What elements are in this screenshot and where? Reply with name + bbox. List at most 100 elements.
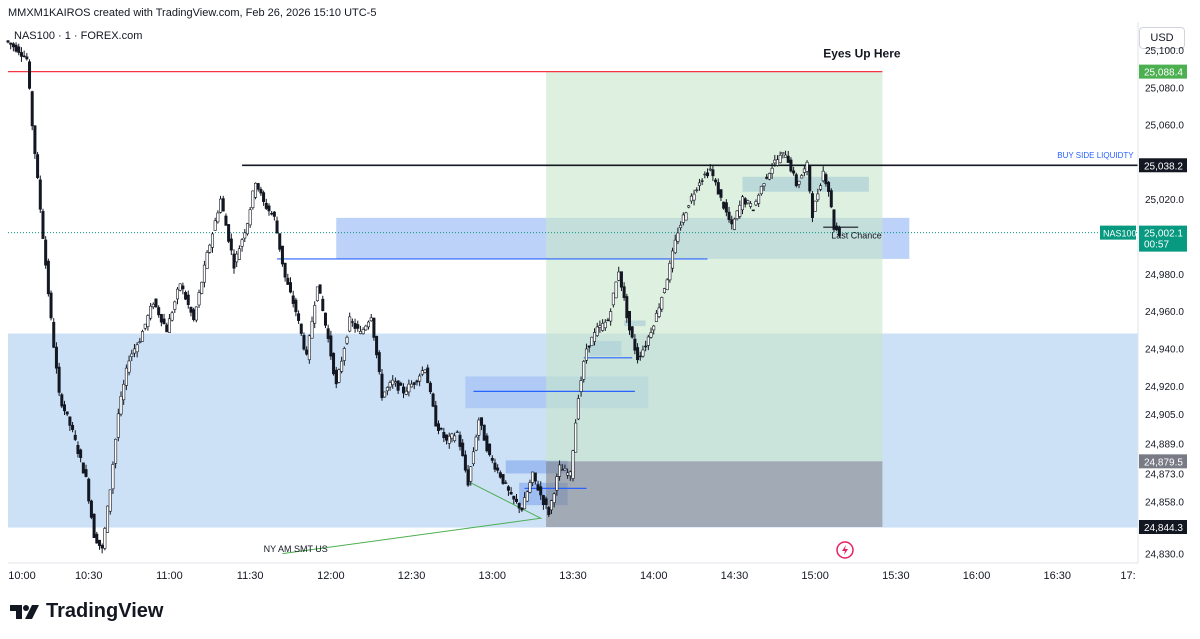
candle xyxy=(127,355,131,376)
candle xyxy=(92,513,96,539)
candle xyxy=(673,234,677,255)
price-label: 25,088.4 xyxy=(1139,64,1187,79)
candle xyxy=(469,466,473,486)
candle xyxy=(97,539,101,550)
candle xyxy=(162,313,166,325)
candle xyxy=(71,421,75,433)
candle xyxy=(819,183,823,192)
annotation-1[interactable]: BUY SIDE LIQUIDTY xyxy=(1057,151,1134,160)
price-tick-label: 24,830.0 xyxy=(1145,550,1184,561)
candle xyxy=(385,386,389,396)
candle xyxy=(453,432,457,443)
candle xyxy=(100,543,104,554)
candle xyxy=(181,282,185,295)
candle xyxy=(367,320,371,330)
candle xyxy=(380,368,384,401)
candle xyxy=(722,201,726,210)
symbol-line[interactable]: NAS100 · 1 · FOREX.com xyxy=(14,30,143,42)
candle xyxy=(641,345,645,358)
candle xyxy=(44,236,48,269)
candle xyxy=(272,210,276,221)
candle xyxy=(528,479,532,494)
candle xyxy=(245,222,249,236)
candle xyxy=(95,531,99,544)
candle xyxy=(358,325,362,335)
price-tick-label: 24,960.0 xyxy=(1145,307,1184,318)
candle xyxy=(122,379,126,405)
brand[interactable]: TradingView xyxy=(10,600,163,623)
candle xyxy=(299,323,303,337)
candle xyxy=(89,499,93,520)
candle xyxy=(108,489,112,515)
candle xyxy=(19,47,23,62)
candle xyxy=(676,227,680,245)
candle xyxy=(431,392,435,408)
candle xyxy=(38,175,42,213)
candle xyxy=(369,313,373,322)
lightning-alert-icon[interactable] xyxy=(836,541,854,559)
candle xyxy=(506,485,510,496)
candle xyxy=(603,319,607,331)
candle xyxy=(493,458,497,473)
candle xyxy=(794,172,798,188)
candle xyxy=(514,494,518,504)
candle xyxy=(816,188,820,202)
svg-text:24,879.5: 24,879.5 xyxy=(1144,457,1183,468)
candle xyxy=(259,186,263,197)
time-tick-label: 15:00 xyxy=(801,570,829,582)
candle xyxy=(170,310,174,322)
candle xyxy=(660,296,664,313)
candle xyxy=(11,42,15,52)
currency-button[interactable]: USD xyxy=(1139,27,1185,49)
candle xyxy=(36,151,40,180)
candle xyxy=(770,162,774,179)
smt-line[interactable] xyxy=(282,482,543,555)
candle xyxy=(251,190,255,210)
candle xyxy=(501,474,505,485)
price-label: 25,038.2 xyxy=(1139,158,1187,173)
candle xyxy=(786,150,790,163)
candle xyxy=(210,231,214,253)
candle xyxy=(654,310,658,323)
candle xyxy=(455,430,459,433)
candle xyxy=(584,343,588,364)
candle xyxy=(130,349,134,362)
time-tick-label: 12:00 xyxy=(317,570,345,582)
candle xyxy=(732,217,736,231)
candle xyxy=(315,286,319,302)
annotation-3[interactable]: NY AM SMT US xyxy=(264,544,328,554)
candle xyxy=(205,250,209,270)
candle xyxy=(792,166,796,176)
candle xyxy=(310,316,314,339)
annotation-0[interactable]: Eyes Up Here xyxy=(823,46,901,60)
candle xyxy=(283,262,287,282)
price-chart[interactable]: Eyes Up Here BUY SIDE LIQUIDTY Last Chance… xyxy=(0,0,1200,600)
candle xyxy=(625,293,629,323)
candle xyxy=(523,492,527,510)
candle xyxy=(297,310,301,324)
candle xyxy=(619,271,623,292)
candle xyxy=(679,221,683,231)
candle xyxy=(116,408,120,442)
candle xyxy=(262,190,266,206)
position-profit-zone[interactable] xyxy=(546,71,883,462)
annotation-2[interactable]: Last Chance xyxy=(831,230,882,240)
candle xyxy=(267,203,271,216)
candle xyxy=(143,323,147,331)
candle xyxy=(576,394,580,421)
candle xyxy=(184,290,188,301)
candle xyxy=(582,360,586,383)
candle xyxy=(555,473,559,496)
candle xyxy=(227,223,231,244)
candle xyxy=(837,225,841,238)
candle xyxy=(286,273,290,285)
candle xyxy=(463,450,467,473)
position-stop-zone[interactable] xyxy=(546,461,883,527)
candle xyxy=(307,334,311,364)
candle xyxy=(275,216,279,234)
candle xyxy=(436,420,440,435)
candle xyxy=(496,464,500,474)
candle xyxy=(590,336,594,346)
candle xyxy=(302,332,306,351)
candle xyxy=(208,243,212,254)
